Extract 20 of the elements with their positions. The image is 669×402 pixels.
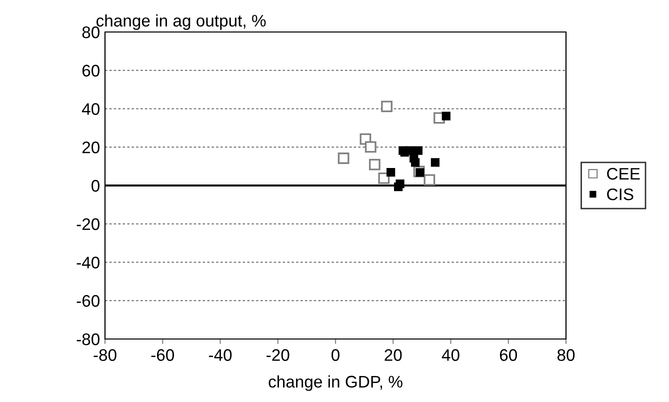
x-tick-label: 80	[557, 349, 575, 361]
x-tick-label: 0	[332, 349, 340, 361]
y-tick-label: 20	[82, 142, 100, 154]
x-tick-label: -60	[151, 349, 174, 361]
y-tick-label: 0	[92, 180, 100, 192]
legend-label: CEE	[607, 168, 640, 180]
y-tick-label: -40	[76, 256, 100, 268]
x-tick-label: -20	[266, 349, 290, 361]
legend-label: CIS	[607, 188, 634, 200]
y-tick-label: 40	[82, 103, 100, 115]
x-tick-label: -80	[94, 349, 116, 361]
y-tick-label: -80	[76, 333, 100, 346]
y-tick-label: -20	[76, 218, 100, 230]
x-tick-label: -40	[208, 349, 232, 361]
x-tick-label: 40	[442, 349, 460, 361]
x-axis-title: change in GDP, %	[268, 375, 402, 391]
x-tick-label: 60	[500, 349, 517, 361]
x-tick-label: 20	[384, 349, 402, 361]
y-tick-label: -60	[76, 295, 100, 307]
y-tick-label: 60	[82, 64, 100, 77]
